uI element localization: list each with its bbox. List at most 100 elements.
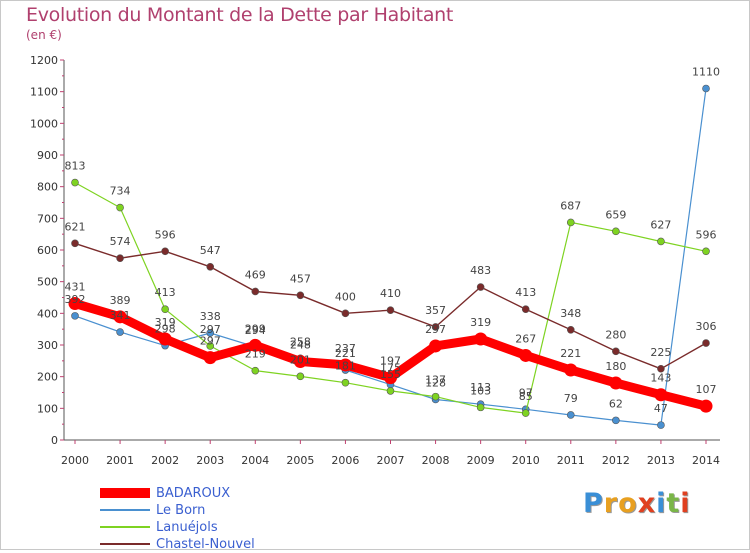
data-label-le-born: 62: [609, 397, 623, 410]
logo-letter: i: [656, 488, 666, 519]
x-tick-label: 2012: [602, 454, 630, 467]
data-label-badaroux: 431: [65, 281, 86, 294]
data-label-le-born: 338: [200, 310, 221, 323]
legend-label: BADAROUX: [156, 485, 230, 502]
point-badaroux: [474, 332, 487, 345]
data-label-lanuejols: 413: [155, 286, 176, 299]
data-label-chastel-nouvel: 400: [335, 290, 356, 303]
y-tick-label: 800: [37, 181, 58, 194]
x-tick-label: 2011: [557, 454, 585, 467]
point-lanuejols: [72, 179, 79, 186]
x-tick-label: 2001: [106, 454, 134, 467]
point-chastel-nouvel: [162, 248, 169, 255]
legend-label: Lanuéjols: [156, 519, 218, 536]
x-tick-label: 2006: [331, 454, 359, 467]
point-lanuejols: [703, 248, 710, 255]
proxiti-logo: Proxiti: [583, 488, 691, 519]
data-label-chastel-nouvel: 348: [560, 307, 581, 320]
point-chastel-nouvel: [297, 292, 304, 299]
data-label-badaroux: 299: [245, 322, 266, 335]
point-lanuejols: [252, 367, 259, 374]
data-label-lanuejols: 137: [425, 374, 446, 387]
point-chastel-nouvel: [477, 284, 484, 291]
point-chastel-nouvel: [252, 288, 259, 295]
point-badaroux: [609, 377, 622, 390]
y-tick-label: 1000: [30, 117, 58, 130]
y-tick-label: 700: [37, 212, 58, 225]
point-badaroux: [429, 339, 442, 352]
data-label-chastel-nouvel: 457: [290, 272, 311, 285]
point-le-born: [703, 85, 710, 92]
data-label-lanuejols: 734: [110, 185, 131, 198]
x-tick-label: 2003: [196, 454, 224, 467]
point-lanuejols: [162, 306, 169, 313]
point-lanuejols: [297, 373, 304, 380]
data-label-badaroux: 319: [470, 316, 491, 329]
y-tick-label: 300: [37, 339, 58, 352]
data-label-badaroux: 197: [380, 355, 401, 368]
point-badaroux: [564, 364, 577, 377]
data-label-chastel-nouvel: 574: [110, 235, 131, 248]
data-label-chastel-nouvel: 483: [470, 264, 491, 277]
x-tick-label: 2005: [286, 454, 314, 467]
data-label-lanuejols: 813: [65, 160, 86, 173]
data-label-badaroux: 319: [155, 316, 176, 329]
point-chastel-nouvel: [567, 326, 574, 333]
data-label-badaroux: 297: [200, 335, 221, 348]
point-badaroux: [519, 349, 532, 362]
point-badaroux: [204, 351, 217, 364]
data-label-lanuejols: 687: [560, 199, 581, 212]
logo-letter: P: [583, 488, 604, 519]
y-tick-label: 600: [37, 244, 58, 257]
logo-letter: x: [638, 488, 656, 519]
x-tick-label: 2000: [61, 454, 89, 467]
point-lanuejols: [522, 410, 529, 417]
point-chastel-nouvel: [342, 310, 349, 317]
point-lanuejols: [342, 379, 349, 386]
x-tick-label: 2004: [241, 454, 269, 467]
data-label-chastel-nouvel: 280: [605, 328, 626, 341]
y-tick-label: 900: [37, 149, 58, 162]
data-label-badaroux: 107: [696, 383, 717, 396]
data-label-chastel-nouvel: 357: [425, 304, 446, 317]
point-badaroux: [654, 388, 667, 401]
data-label-badaroux: 248: [290, 338, 311, 351]
point-lanuejols: [432, 393, 439, 400]
data-label-lanuejols: 201: [290, 353, 311, 366]
point-lanuejols: [612, 228, 619, 235]
point-le-born: [657, 422, 664, 429]
data-label-chastel-nouvel: 306: [696, 320, 717, 333]
point-lanuejols: [567, 219, 574, 226]
data-label-le-born: 47: [654, 402, 668, 415]
point-lanuejols: [387, 387, 394, 394]
data-label-badaroux: 389: [110, 294, 131, 307]
legend-swatch: [100, 526, 150, 528]
data-label-lanuejols: 219: [245, 348, 266, 361]
point-chastel-nouvel: [703, 340, 710, 347]
data-label-chastel-nouvel: 413: [515, 286, 536, 299]
y-tick-label: 0: [51, 434, 58, 447]
legend-swatch: [100, 543, 150, 545]
data-label-chastel-nouvel: 547: [200, 244, 221, 257]
data-label-badaroux: 143: [650, 372, 671, 385]
data-label-chastel-nouvel: 621: [65, 220, 86, 233]
data-label-lanuejols: 627: [650, 218, 671, 231]
point-lanuejols: [477, 404, 484, 411]
logo-letter: i: [680, 488, 690, 519]
data-label-le-born: 392: [65, 293, 86, 306]
data-label-badaroux: 297: [425, 323, 446, 336]
data-label-badaroux: 267: [515, 332, 536, 345]
point-chastel-nouvel: [387, 307, 394, 314]
y-tick-label: 400: [37, 307, 58, 320]
point-lanuejols: [657, 238, 664, 245]
x-tick-label: 2013: [647, 454, 675, 467]
x-tick-label: 2007: [377, 454, 405, 467]
y-tick-label: 1200: [30, 54, 58, 67]
x-tick-label: 2014: [692, 454, 720, 467]
point-chastel-nouvel: [72, 240, 79, 247]
x-tick-label: 2010: [512, 454, 540, 467]
data-label-lanuejols: 155: [380, 368, 401, 381]
y-tick-label: 100: [37, 402, 58, 415]
point-chastel-nouvel: [207, 263, 214, 270]
data-label-lanuejols: 103: [470, 384, 491, 397]
